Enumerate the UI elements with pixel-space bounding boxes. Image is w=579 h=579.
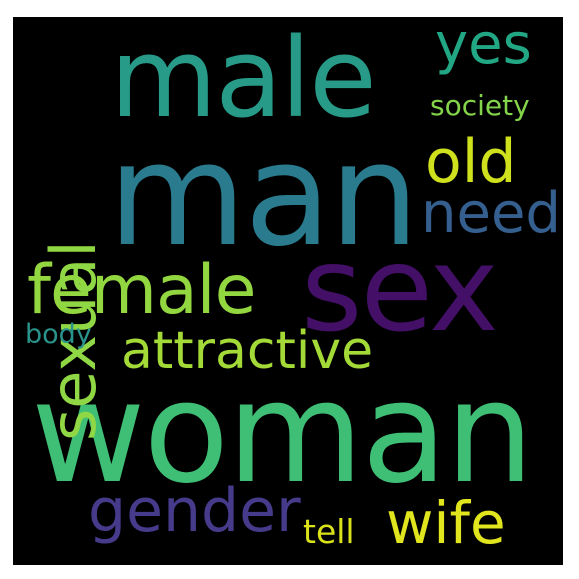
- word-cloud: man woman sex male female attractive sex…: [13, 17, 563, 565]
- word-sex: sex: [301, 220, 499, 358]
- word-body: body: [25, 319, 92, 350]
- word-need: need: [421, 181, 561, 246]
- word-woman: woman: [31, 352, 534, 515]
- word-attractive: attractive: [121, 321, 374, 381]
- word-man: man: [108, 113, 419, 278]
- word-society: society: [430, 89, 530, 122]
- word-male: male: [110, 17, 377, 142]
- word-tell: tell: [303, 512, 355, 551]
- word-wife: wife: [386, 489, 506, 557]
- word-gender: gender: [88, 476, 301, 546]
- word-yes: yes: [435, 17, 532, 77]
- word-old: old: [425, 127, 517, 197]
- word-female: female: [27, 251, 256, 330]
